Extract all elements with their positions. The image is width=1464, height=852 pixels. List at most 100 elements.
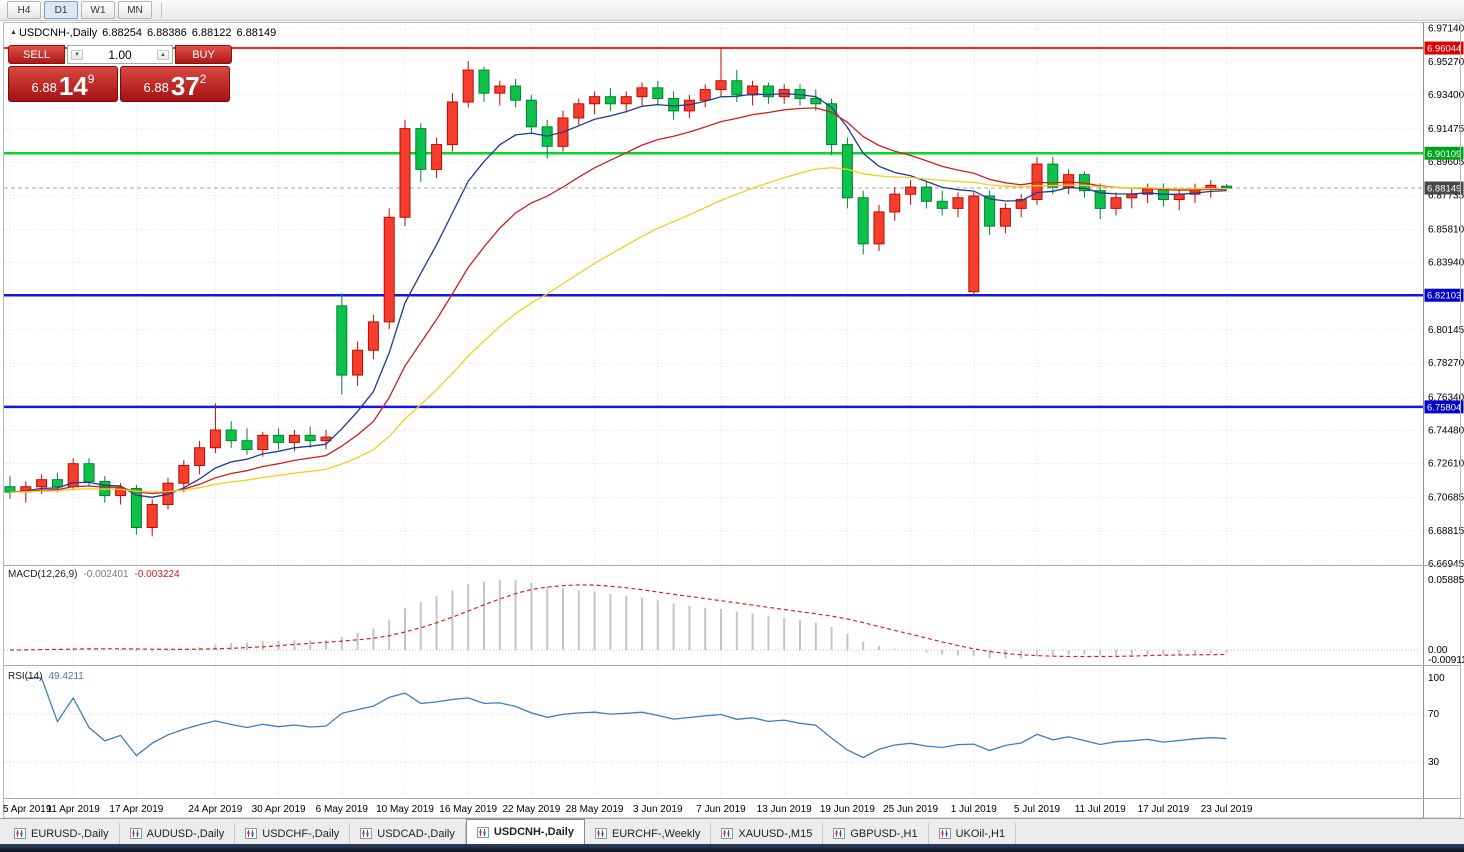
svg-text:-0.009116: -0.009116 (1428, 655, 1464, 666)
timeframe-button-h4[interactable]: H4 (7, 1, 41, 19)
buy-price-pipette: 2 (199, 72, 207, 86)
svg-text:1 Jul 2019: 1 Jul 2019 (951, 804, 998, 815)
chart-icon (476, 826, 489, 838)
tab-label: AUDUSD-,Daily (146, 827, 225, 840)
svg-text:6.97140: 6.97140 (1428, 24, 1464, 35)
svg-text:22 May 2019: 22 May 2019 (502, 804, 560, 815)
macd-indicator-label: MACD(12,26,9) -0.002401 -0.003224 (8, 569, 186, 580)
macd-panel: 0.058851 0.00-0.009116 (4, 575, 1464, 666)
expand-icon[interactable]: ▲ (10, 29, 17, 36)
svg-text:6.68815: 6.68815 (1428, 526, 1464, 537)
chart-icon (129, 828, 142, 839)
svg-text:5 Jul 2019: 5 Jul 2019 (1014, 804, 1061, 815)
buy-price-base: 6.88 (143, 80, 169, 95)
svg-text:6.80145: 6.80145 (1428, 325, 1464, 336)
chart-icon (14, 828, 26, 839)
chart-icon (245, 828, 258, 839)
rsi-name: RSI(14) (8, 671, 43, 682)
svg-text:17 Jul 2019: 17 Jul 2019 (1138, 804, 1190, 815)
buy-price-pips: 37 (170, 71, 200, 101)
tab-eurusd-daily[interactable]: EURUSD-,Daily (4, 823, 120, 844)
low-value: 6.88122 (191, 27, 232, 39)
volume-field[interactable]: ▼ 1.00 ▲ (67, 45, 173, 64)
tab-label: USDCNH-,Daily (493, 826, 574, 838)
rsi-indicator-label: RSI(14) 49.4211 (8, 671, 90, 682)
sell-price-pips: 14 (58, 71, 88, 101)
close-value: 6.88149 (236, 27, 277, 39)
tab-label: USDCAD-,Daily (377, 827, 455, 840)
svg-text:6.89605: 6.89605 (1428, 157, 1464, 168)
symbol-period-label: USDCNH-,Daily (18, 27, 98, 39)
volume-increase-button[interactable]: ▲ (157, 49, 169, 60)
svg-text:17 Apr 2019: 17 Apr 2019 (109, 804, 163, 815)
chart-tab-bar: EURUSD-,Daily AUDUSD-,Daily USDCHF-,Daily U… (0, 818, 1464, 844)
svg-text:6.70685: 6.70685 (1428, 493, 1464, 504)
svg-text:0.058851: 0.058851 (1428, 575, 1464, 586)
svg-text:6.83940: 6.83940 (1428, 258, 1464, 269)
svg-text:28 May 2019: 28 May 2019 (566, 804, 624, 815)
timeframe-toolbar: H4 D1 W1 MN (0, 0, 1464, 21)
buy-button[interactable]: BUY (175, 45, 232, 64)
tab-usdchf-daily[interactable]: USDCHF-,Daily (235, 823, 351, 844)
chart-icon (360, 828, 373, 839)
svg-text:7 Jun 2019: 7 Jun 2019 (696, 804, 746, 815)
svg-text:13 Jun 2019: 13 Jun 2019 (757, 804, 812, 815)
svg-text:6.95270: 6.95270 (1428, 57, 1464, 68)
grid-layer (4, 24, 1423, 799)
chart-icon (721, 828, 734, 839)
svg-text:6.93400: 6.93400 (1428, 90, 1464, 101)
svg-text:11 Jul 2019: 11 Jul 2019 (1075, 804, 1126, 815)
macd-signal-value: -0.003224 (134, 569, 180, 580)
svg-text:6.90109: 6.90109 (1427, 149, 1461, 160)
sell-price-base: 6.88 (31, 80, 57, 95)
chart-ohlc-header: ▲ USDCNH-,Daily 6.88254 6.88386 6.88122 6.881… (10, 27, 281, 39)
svg-text:6 May 2019: 6 May 2019 (316, 804, 369, 815)
macd-value: -0.002401 (83, 569, 129, 580)
sell-price-display[interactable]: 6.88 14 9 (8, 66, 118, 102)
tab-label: GBPUSD-,H1 (850, 827, 918, 840)
svg-text:70: 70 (1428, 709, 1440, 720)
buy-price-display[interactable]: 6.88 37 2 (120, 66, 230, 102)
tab-label: USDCHF-,Daily (262, 827, 340, 840)
one-click-trading-panel: SELL ▼ 1.00 ▲ BUY 6.88 14 9 6.88 37 2 (8, 45, 232, 102)
timeframe-button-w1[interactable]: W1 (81, 1, 115, 19)
price-axis: 6.97140 6.95270 6.93400 6.91475 6.89605 6.877… (1423, 22, 1464, 818)
sell-button[interactable]: SELL (8, 45, 65, 64)
svg-text:16 May 2019: 16 May 2019 (439, 804, 497, 815)
volume-value[interactable]: 1.00 (108, 47, 132, 62)
timeframe-button-d1[interactable]: D1 (44, 1, 78, 19)
svg-text:6.72610: 6.72610 (1428, 459, 1464, 470)
tab-audusd-daily[interactable]: AUDUSD-,Daily (119, 823, 236, 844)
svg-text:10 May 2019: 10 May 2019 (376, 804, 434, 815)
sell-price-pipette: 9 (87, 72, 95, 86)
svg-text:30: 30 (1428, 757, 1440, 768)
timeframe-button-mn[interactable]: MN (118, 1, 152, 19)
candles-layer (4, 48, 1233, 537)
tab-eurchf-weekly[interactable]: EURCHF-,Weekly (584, 823, 712, 844)
svg-text:6.82103: 6.82103 (1427, 291, 1461, 302)
tab-label: EURUSD-,Daily (31, 827, 109, 840)
svg-text:0.00: 0.00 (1428, 645, 1448, 656)
high-value: 6.88386 (146, 27, 187, 39)
level-lines-layer (4, 47, 1423, 409)
tab-ukoil-h1[interactable]: UKOil-,H1 (928, 823, 1017, 844)
rsi-panel: 100 70 30 (4, 673, 1445, 768)
moving-averages-layer (9, 92, 1227, 498)
svg-text:6.88149: 6.88149 (1427, 184, 1461, 195)
tab-usdcnh-daily[interactable]: USDCNH-,Daily (465, 819, 585, 844)
tab-xauusd-m15[interactable]: XAUUSD-,M15 (711, 823, 824, 844)
svg-text:3 Jun 2019: 3 Jun 2019 (633, 804, 683, 815)
chart-icon (833, 828, 846, 839)
svg-text:25 Jun 2019: 25 Jun 2019 (883, 804, 938, 815)
svg-text:6.74480: 6.74480 (1428, 425, 1464, 436)
tab-usdcad-daily[interactable]: USDCAD-,Daily (350, 823, 466, 844)
tab-gbpusd-h1[interactable]: GBPUSD-,H1 (823, 823, 929, 844)
svg-text:30 Apr 2019: 30 Apr 2019 (252, 804, 306, 815)
svg-text:6.85810: 6.85810 (1428, 224, 1464, 235)
svg-text:6.96044: 6.96044 (1427, 44, 1461, 55)
svg-text:6.66945: 6.66945 (1428, 559, 1464, 570)
volume-decrease-button[interactable]: ▼ (71, 49, 83, 60)
